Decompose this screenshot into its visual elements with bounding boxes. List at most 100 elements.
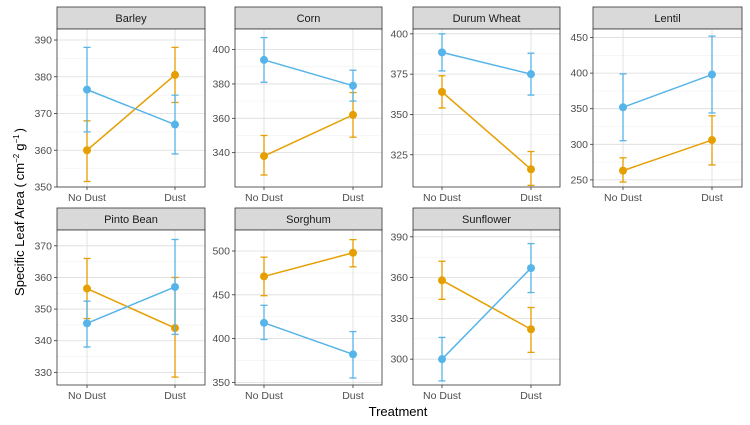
y-tick-label: 330 bbox=[390, 313, 408, 325]
data-point bbox=[349, 248, 357, 257]
y-tick-label: 325 bbox=[390, 149, 408, 161]
series-1 bbox=[260, 36, 357, 102]
series-line bbox=[441, 267, 532, 360]
y-axis-title-exp-g: −1 bbox=[12, 134, 21, 144]
y-tick-label: 340 bbox=[34, 335, 52, 347]
x-tick-label: No Dust bbox=[423, 192, 461, 204]
y-tick-label: 370 bbox=[34, 240, 52, 252]
panel-title: Sorghum bbox=[286, 214, 331, 226]
series-line bbox=[441, 91, 532, 170]
series-line bbox=[263, 322, 354, 356]
panels-group: Barley 350 360 370 380 390 No Dust Dust Corn 340 3… bbox=[34, 6, 743, 402]
series-line bbox=[263, 114, 354, 157]
data-point bbox=[260, 152, 268, 161]
data-point bbox=[619, 103, 627, 112]
panel-title: Pinto Bean bbox=[104, 214, 158, 226]
series-1 bbox=[438, 33, 535, 96]
y-tick-label: 360 bbox=[212, 113, 230, 125]
x-tick-label: No Dust bbox=[68, 390, 106, 402]
panel-6: Sunflower 300 330 360 390 No Dust Dust bbox=[390, 207, 561, 402]
data-point bbox=[708, 70, 716, 79]
plot-background bbox=[593, 29, 742, 187]
panel-border bbox=[234, 28, 383, 188]
data-point bbox=[438, 48, 446, 57]
y-tick-label: 400 bbox=[570, 68, 588, 80]
panel-border bbox=[412, 229, 561, 386]
data-point bbox=[349, 110, 357, 119]
x-tick-label: No Dust bbox=[245, 390, 283, 402]
series-1 bbox=[83, 238, 179, 348]
series-0 bbox=[619, 115, 716, 183]
plot-background bbox=[235, 29, 382, 187]
data-point bbox=[171, 282, 179, 291]
x-tick-label: No Dust bbox=[423, 390, 461, 402]
panel-1: Corn 340 360 380 400 No Dust Dust bbox=[212, 6, 383, 204]
panel-3: Lentil 250 300 350 400 450 No Dust Dust bbox=[570, 6, 743, 204]
plot-background bbox=[235, 230, 382, 385]
y-tick-label: 400 bbox=[212, 333, 230, 345]
y-tick-label: 450 bbox=[212, 289, 230, 301]
series-line bbox=[86, 287, 176, 329]
y-tick-label: 350 bbox=[34, 182, 52, 194]
x-tick-label: Dust bbox=[520, 390, 542, 402]
series-0 bbox=[438, 75, 535, 187]
y-tick-label: 330 bbox=[34, 367, 52, 379]
series-line bbox=[622, 73, 713, 108]
data-point bbox=[527, 325, 535, 334]
plot-background bbox=[57, 29, 205, 187]
panel-2: Durum Wheat 325 350 375 400 No Dust Dust bbox=[390, 6, 561, 204]
panel-border bbox=[592, 28, 743, 188]
y-tick-label: 500 bbox=[212, 246, 230, 258]
x-tick-label: Dust bbox=[701, 192, 723, 204]
series-line bbox=[263, 252, 354, 278]
series-1 bbox=[438, 242, 535, 382]
y-tick-label: 380 bbox=[34, 71, 52, 83]
y-tick-label: 360 bbox=[390, 272, 408, 284]
x-axis-title: Treatment bbox=[369, 404, 428, 419]
panel-4: Pinto Bean 330 340 350 360 370 No Dust Dust bbox=[34, 207, 206, 402]
y-axis-title: Specific Leaf Area (cm−2 g−1) bbox=[12, 128, 27, 296]
data-point bbox=[438, 355, 446, 364]
y-tick-label: 375 bbox=[390, 69, 408, 81]
series-1 bbox=[260, 304, 357, 379]
y-tick-label: 350 bbox=[34, 304, 52, 316]
data-point bbox=[171, 70, 179, 79]
data-point bbox=[83, 85, 91, 94]
data-point bbox=[708, 136, 716, 145]
panel-5: Sorghum 350 400 450 500 No Dust Dust bbox=[212, 207, 383, 402]
series-line bbox=[86, 88, 176, 126]
data-point bbox=[349, 350, 357, 359]
data-point bbox=[260, 55, 268, 64]
data-point bbox=[83, 284, 91, 293]
series-0 bbox=[438, 260, 535, 354]
plot-background bbox=[413, 29, 560, 187]
series-line bbox=[86, 286, 176, 325]
data-point bbox=[527, 70, 535, 79]
x-tick-label: No Dust bbox=[68, 192, 106, 204]
x-tick-label: Dust bbox=[342, 390, 364, 402]
y-tick-label: 450 bbox=[570, 32, 588, 44]
plot-background bbox=[413, 230, 560, 385]
data-point bbox=[171, 120, 179, 129]
panel-border bbox=[234, 229, 383, 386]
data-point bbox=[438, 276, 446, 285]
data-point bbox=[438, 87, 446, 96]
series-line bbox=[441, 51, 532, 75]
y-tick-label: 360 bbox=[34, 145, 52, 157]
series-1 bbox=[83, 46, 179, 155]
y-tick-label: 390 bbox=[34, 35, 52, 47]
series-line bbox=[86, 74, 176, 151]
panel-title: Lentil bbox=[654, 13, 680, 25]
y-tick-label: 370 bbox=[34, 108, 52, 120]
y-axis-title-unit-cm: cm bbox=[12, 163, 27, 180]
x-tick-label: Dust bbox=[520, 192, 542, 204]
x-tick-label: Dust bbox=[164, 390, 186, 402]
series-0 bbox=[260, 91, 357, 176]
panel-border bbox=[56, 229, 206, 386]
panel-title: Sunflower bbox=[462, 214, 511, 226]
data-point bbox=[619, 166, 627, 175]
series-1 bbox=[619, 35, 716, 142]
y-tick-label: 360 bbox=[34, 272, 52, 284]
y-tick-label: 340 bbox=[212, 147, 230, 159]
